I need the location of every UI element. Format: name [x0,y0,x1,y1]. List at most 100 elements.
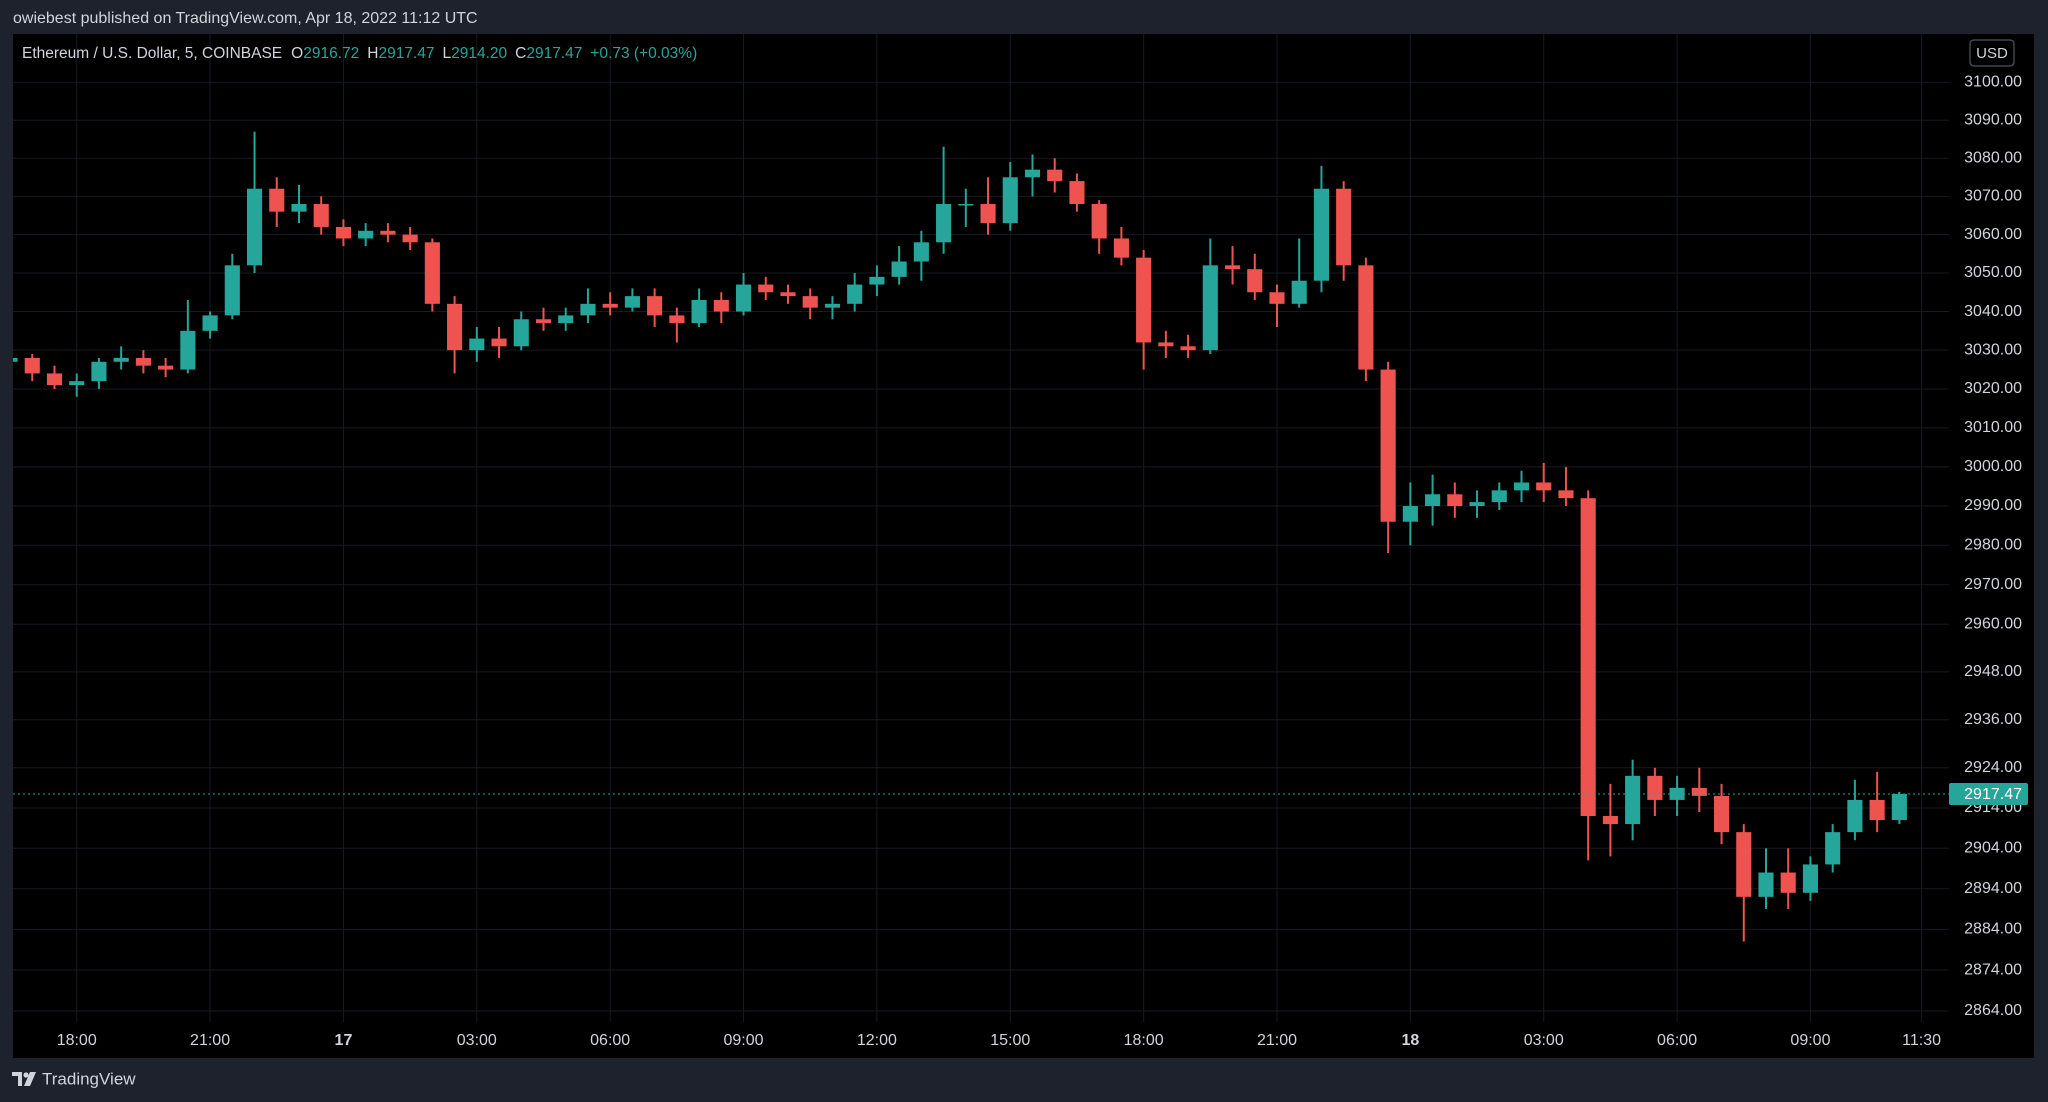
candle-body [780,292,796,297]
candle-body [447,303,463,351]
y-tick-label: 2990.00 [1964,497,2022,514]
candle-body [1313,188,1330,281]
candle-body [1425,494,1441,507]
currency-label: USD [1976,45,2008,62]
candle-body [424,242,440,304]
candle-body [1402,506,1418,522]
candle-body [113,357,129,362]
candle-body [1380,369,1396,522]
candle-body [936,204,952,243]
candle-body [580,303,596,316]
candle-body [980,204,996,224]
candle-body [13,357,18,362]
x-tick-label: 06:00 [590,1032,630,1049]
legend-key: H [367,45,378,62]
published-line: owiebest published on TradingView.com, A… [13,10,478,27]
candle-body [1158,342,1174,347]
y-tick-label: 3010.00 [1964,419,2022,436]
candle-body [1180,346,1196,351]
candle-body [1891,794,1907,821]
x-tick-label: 18 [1401,1032,1419,1049]
legend-key: L [442,45,451,62]
y-tick-label: 2980.00 [1964,537,2022,554]
y-tick-label: 2874.00 [1964,961,2022,978]
candle-body [158,365,174,370]
x-tick-label: 09:00 [1790,1032,1830,1049]
candle-body [669,315,685,324]
candle-body [1024,169,1041,178]
chart-background [13,34,2034,1058]
candle-body [402,234,418,243]
x-tick-label: 06:00 [1657,1032,1697,1049]
candle-body [180,330,196,370]
candle-body [469,338,485,351]
candle-body [358,230,374,239]
last-price-box [1949,783,2028,806]
candle-body [824,303,841,308]
candle-body [647,296,663,316]
candle-body [1691,787,1707,796]
x-tick-label: 03:00 [457,1032,497,1049]
legend-change: +0.73 (+0.03%) [590,45,697,62]
candle-body [802,296,818,308]
y-tick-label: 2970.00 [1964,576,2022,593]
y-tick-label: 2904.00 [1964,839,2022,856]
candle-body [1558,490,1574,499]
candle-body [758,284,774,293]
candle-body [913,242,929,262]
candle-body [1780,872,1796,893]
y-tick-label: 3040.00 [1964,303,2022,320]
y-tick-label: 2936.00 [1964,711,2022,728]
y-tick-label: 2894.00 [1964,880,2022,897]
legend-value: 2914.20 [451,45,507,62]
currency-badge [1969,39,2015,67]
candle-body [1202,265,1218,351]
x-tick-label: 03:00 [1524,1032,1564,1049]
candle-body [891,261,907,277]
legend-key: C [515,45,526,62]
x-tick-label: 21:00 [1257,1032,1297,1049]
candle-body [335,226,352,239]
y-tick-label: 3000.00 [1964,458,2022,475]
candle-body [135,357,151,366]
candle-body [1536,482,1552,491]
candle-body [1224,265,1241,270]
candle-body [1825,832,1841,865]
legend-key: O [291,45,303,62]
y-tick-label: 3090.00 [1964,111,2022,128]
candle-body [1113,238,1129,258]
candle-body [1736,832,1752,897]
candle-body [202,315,218,331]
x-tick-label: 11:30 [1902,1032,1941,1049]
candle-body [1469,502,1485,507]
y-tick-label: 3060.00 [1964,226,2022,243]
candle-body [1047,169,1063,182]
candle-body [91,361,107,382]
candle-body [1802,864,1819,893]
candle-body [735,284,752,312]
x-tick-label: 18:00 [1124,1032,1164,1049]
symbol-name: Ethereum / U.S. Dollar, 5, COINBASE [22,45,282,62]
y-tick-label: 2884.00 [1964,921,2022,938]
candle-body [847,284,863,304]
candle-body [1602,816,1618,825]
candle-body [24,357,40,374]
last-price-label: 2917.47 [1964,786,2022,803]
y-tick-label: 3050.00 [1964,264,2022,281]
x-tick-label: 09:00 [724,1032,764,1049]
brand-name: TradingView [42,1069,136,1088]
legend-value: 2917.47 [526,45,582,62]
y-tick-label: 3100.00 [1964,74,2022,91]
candle-body [602,303,618,308]
legend-value: 2916.72 [303,45,359,62]
y-tick-label: 3030.00 [1964,341,2022,358]
candle-body [1269,292,1285,304]
candle-body [1069,181,1085,205]
candle-body [691,299,707,324]
candle-body [46,373,63,386]
candle-body [1491,490,1507,503]
candle-body [1758,872,1774,897]
candle-body [1136,257,1152,343]
candle-body [491,338,507,347]
y-tick-label: 3080.00 [1964,149,2022,166]
